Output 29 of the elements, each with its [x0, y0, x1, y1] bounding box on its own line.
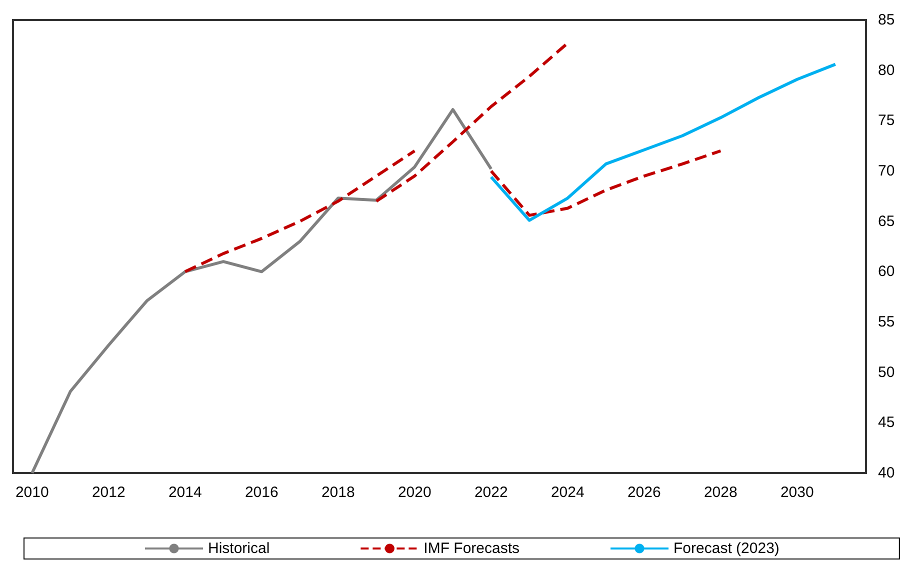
line-series: [490, 149, 722, 217]
x-tick-label: 2020: [398, 484, 432, 501]
y-tick-label: 75: [878, 112, 895, 130]
y-tick-label: 65: [878, 212, 895, 230]
line-series: [30, 108, 493, 474]
x-tick-label: 2018: [321, 484, 355, 501]
x-tick-label: 2024: [550, 484, 584, 501]
line-series: [184, 149, 416, 274]
x-tick-label: 2014: [168, 484, 202, 501]
x-tick-label: 2016: [244, 484, 278, 501]
x-tick-label: 2030: [780, 484, 814, 501]
y-tick-label: 60: [878, 263, 895, 280]
y-tick-label: 45: [878, 414, 895, 432]
y-tick-label: 40: [878, 464, 895, 482]
line-series: [374, 42, 570, 203]
line-series: [490, 62, 837, 222]
y-tick-label: 70: [878, 162, 895, 180]
y-tick-label: 80: [878, 62, 895, 79]
y-tick-label: 55: [878, 314, 895, 330]
x-tick-label: 2022: [474, 484, 508, 501]
x-tick-label: 2010: [15, 484, 49, 501]
y-tick-label: 85: [878, 12, 895, 28]
legend-label: Forecast (2023): [674, 540, 780, 557]
x-tick-label: 2012: [92, 484, 126, 501]
x-tick-label: 2028: [704, 484, 738, 501]
legend-label: Historical: [208, 540, 270, 557]
x-tick-label: 2026: [627, 484, 661, 501]
legend-label: IMF Forecasts: [424, 540, 520, 557]
y-tick-label: 50: [878, 364, 895, 381]
